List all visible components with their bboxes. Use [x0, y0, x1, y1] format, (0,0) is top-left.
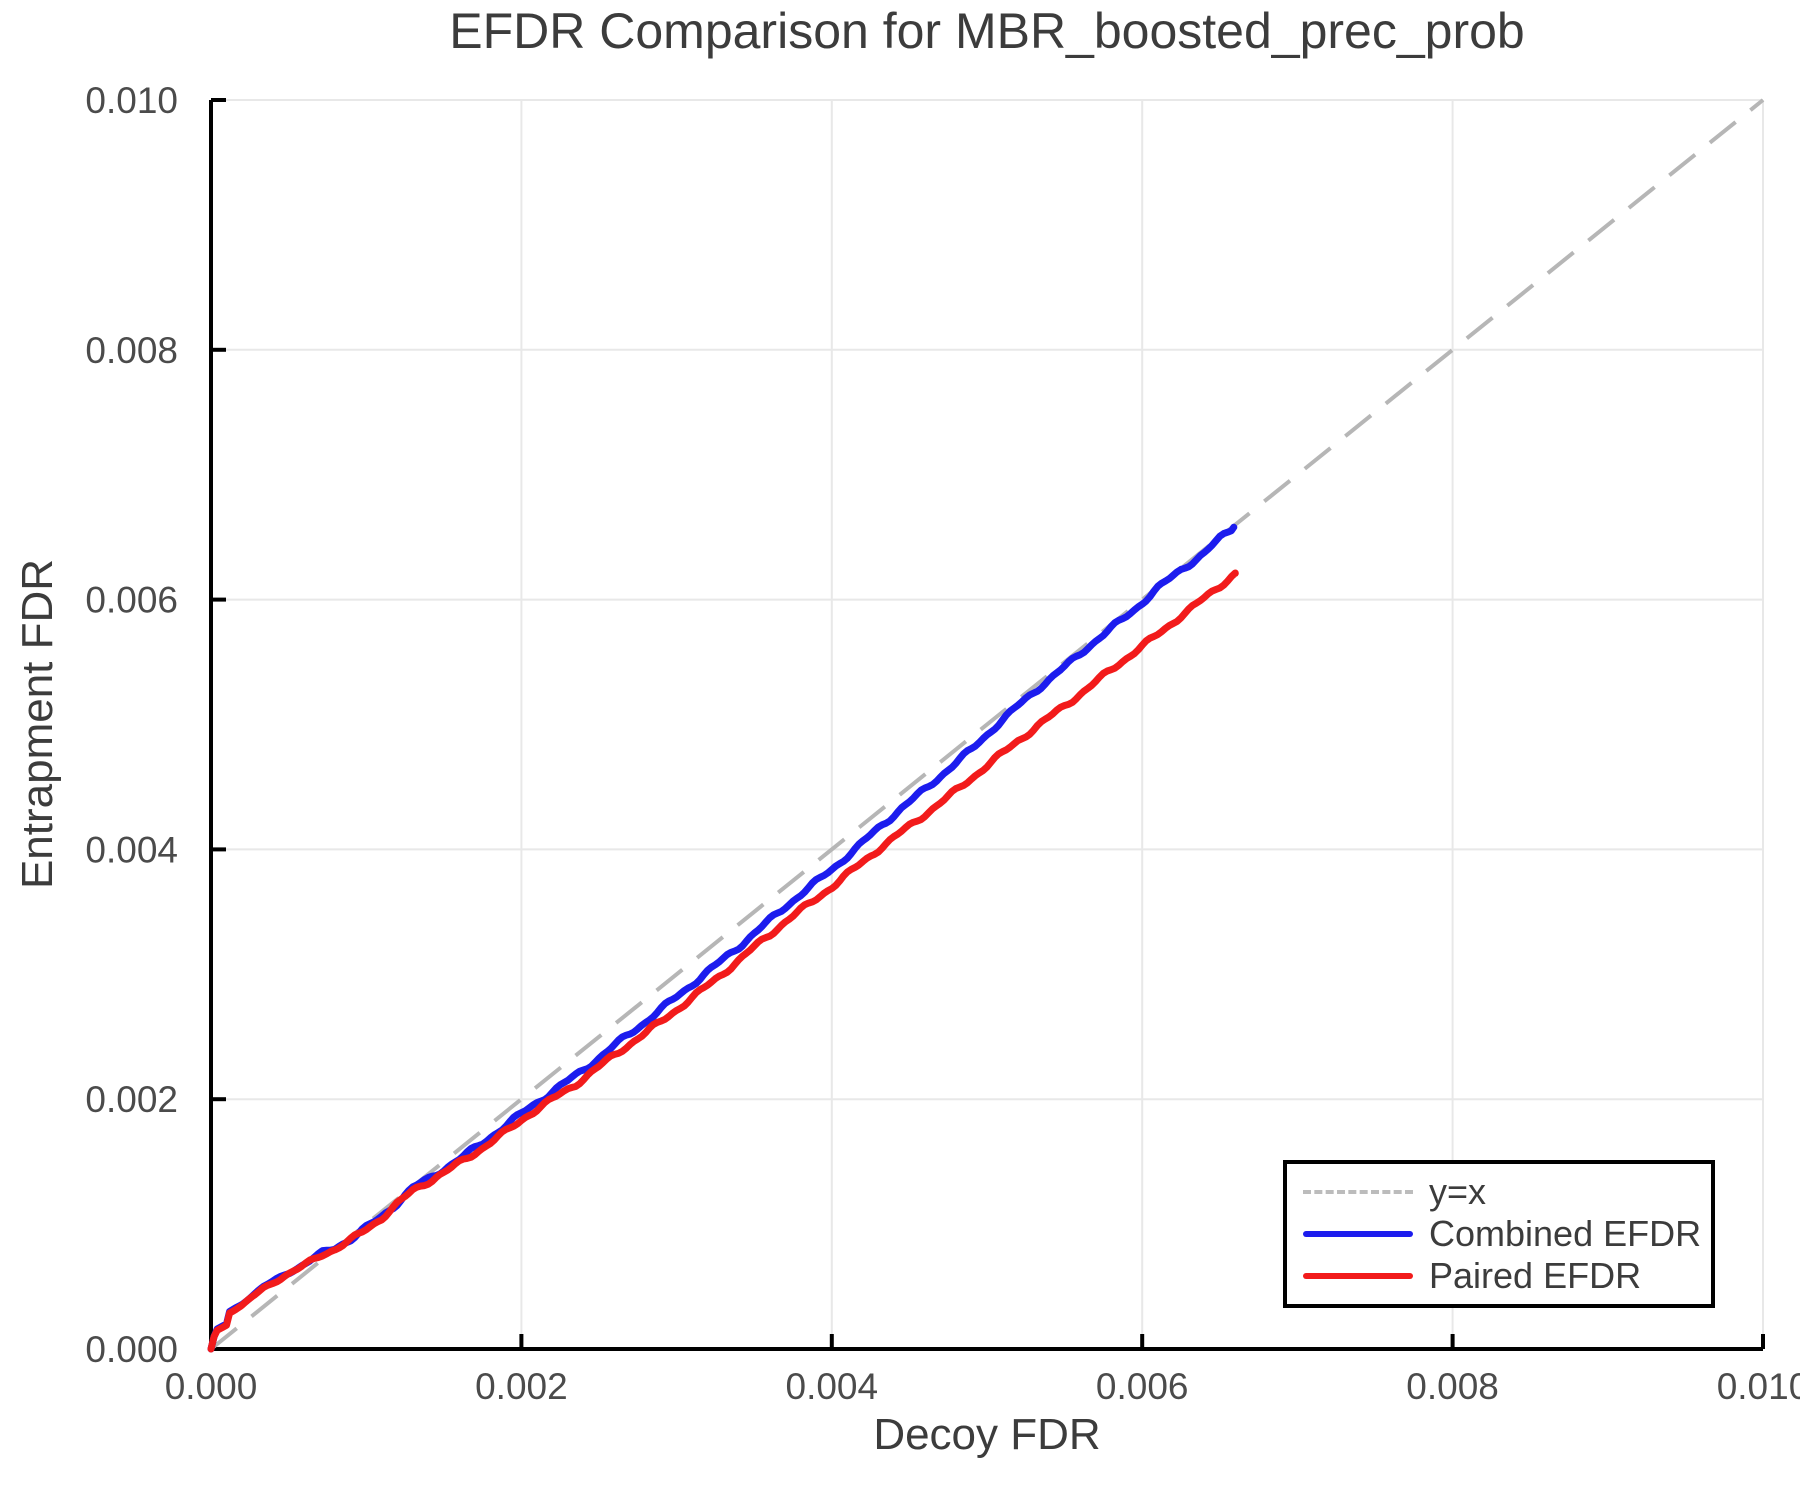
x-tick-label: 0.002: [475, 1366, 568, 1407]
y-tick-label: 0.000: [85, 1329, 178, 1370]
x-tick-label: 0.006: [1096, 1366, 1189, 1407]
x-tick-label: 0.010: [1717, 1366, 1800, 1407]
x-tick-label: 0.000: [165, 1366, 258, 1407]
y-tick-label: 0.008: [85, 330, 178, 371]
x-tick-label: 0.008: [1406, 1366, 1499, 1407]
paired-efdr-line: [207, 569, 1239, 1353]
legend-item-reference: y=x: [1303, 1173, 1711, 1211]
y-axis-label: Entrapment FDR: [13, 558, 62, 890]
y-tick-label: 0.010: [85, 80, 178, 121]
legend-red-line-sample: [1303, 1273, 1413, 1279]
reference-line-y-equals-x: [209, 98, 1765, 1351]
y-tick-label: 0.004: [85, 829, 178, 870]
y-tick-label: 0.002: [85, 1079, 178, 1120]
legend: y=x Combined EFDR Paired EFDR: [1283, 1160, 1715, 1308]
legend-item-combined: Combined EFDR: [1303, 1215, 1711, 1253]
legend-label-paired: Paired EFDR: [1429, 1255, 1642, 1296]
y-tick-label: 0.006: [85, 580, 178, 621]
legend-blue-line-sample: [1303, 1231, 1413, 1237]
legend-item-paired: Paired EFDR: [1303, 1257, 1711, 1295]
chart-title: EFDR Comparison for MBR_boosted_prec_pro…: [449, 3, 1525, 59]
x-axis-label: Decoy FDR: [873, 1410, 1101, 1459]
legend-label-reference: y=x: [1429, 1171, 1487, 1212]
x-tick-label: 0.004: [786, 1366, 879, 1407]
legend-label-combined: Combined EFDR: [1429, 1213, 1702, 1254]
legend-dashed-line-sample: [1303, 1190, 1413, 1194]
